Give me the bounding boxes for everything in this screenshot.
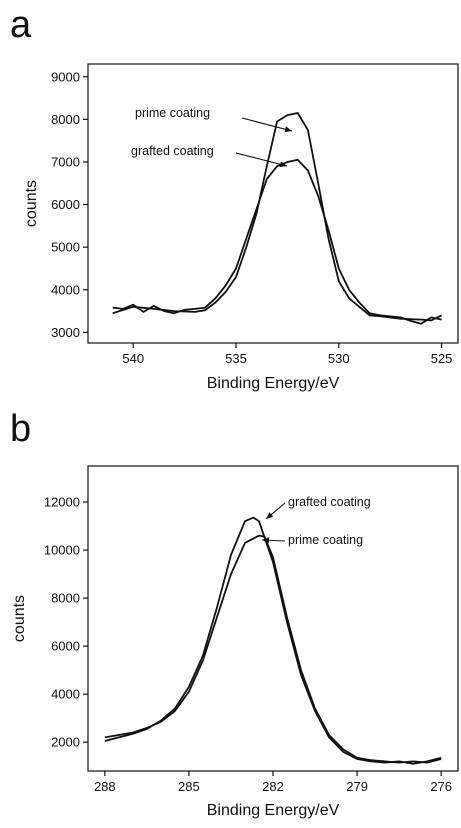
x-tick-label: 285 xyxy=(178,779,200,794)
x-axis-label: Binding Energy/eV xyxy=(207,375,340,392)
plot-frame xyxy=(87,63,459,344)
y-tick-label: 6000 xyxy=(51,197,80,212)
panel-letter-b: b xyxy=(10,408,32,450)
y-tick-label: 9000 xyxy=(51,69,80,84)
annotation-label: grafted coating xyxy=(131,144,214,158)
y-tick-label: 5000 xyxy=(51,240,80,255)
y-tick-label: 8000 xyxy=(51,591,80,606)
series-line-grafted-coating xyxy=(104,516,442,765)
annotation-label: prime coating xyxy=(135,106,210,120)
annotation-arrowhead xyxy=(266,512,274,519)
x-tick-label: 525 xyxy=(431,351,453,366)
x-axis-label: Binding Energy/eV xyxy=(207,802,340,819)
annotation-label: grafted coating xyxy=(288,495,371,509)
y-tick-label: 3000 xyxy=(51,325,80,340)
annotation-label: prime coating xyxy=(288,533,363,547)
y-axis-label: counts xyxy=(11,595,28,642)
annotation-arrowhead xyxy=(262,537,270,544)
series-line-grafted-coating xyxy=(112,158,442,325)
y-tick-label: 4000 xyxy=(51,687,80,702)
series-line-prime-coating xyxy=(112,112,442,322)
chart-panel-a: 3000 4000 5000 6000 7000 8000 9000 540 535 530 525… xyxy=(23,63,459,392)
x-tick-label: 276 xyxy=(430,779,452,794)
y-tick-label: 8000 xyxy=(51,112,80,127)
panel-letter-a: a xyxy=(10,4,32,46)
annotation-arrow xyxy=(235,152,288,167)
y-tick-label: 6000 xyxy=(51,639,80,654)
y-tick-label: 7000 xyxy=(51,154,80,169)
y-axis-label: counts xyxy=(23,180,40,227)
plot-frame xyxy=(87,465,459,772)
y-tick-label: 10000 xyxy=(44,543,80,558)
annotation-arrow xyxy=(241,117,293,132)
x-tick-label: 288 xyxy=(94,779,116,794)
x-tick-label: 279 xyxy=(346,779,368,794)
chart-panel-b: 2000 4000 6000 8000 10000 12000 288 285 282 279 27… xyxy=(11,465,459,819)
series-line-prime-coating xyxy=(104,534,442,764)
x-tick-label: 535 xyxy=(225,351,247,366)
y-tick-label: 12000 xyxy=(44,495,80,510)
annotation-arrowhead xyxy=(279,161,287,168)
x-tick-label: 540 xyxy=(122,351,144,366)
x-tick-label: 282 xyxy=(262,779,284,794)
annotation-arrowhead xyxy=(284,126,292,133)
y-tick-label: 4000 xyxy=(51,282,80,297)
y-tick-label: 2000 xyxy=(51,735,80,750)
x-tick-label: 530 xyxy=(328,351,350,366)
